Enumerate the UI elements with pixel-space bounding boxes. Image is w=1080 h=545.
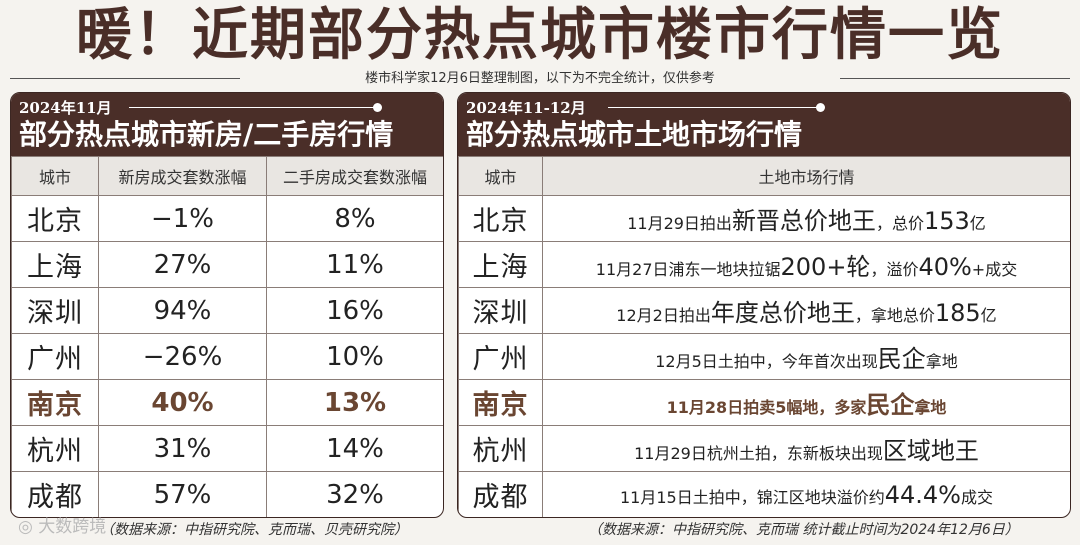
- city-cell: 杭州: [11, 425, 99, 472]
- subtitle-rule-right: [840, 78, 1070, 79]
- panel-date: 2024年11月: [19, 99, 112, 117]
- table-row: 成都 57% 32%: [11, 471, 443, 517]
- city-cell: 广州: [458, 333, 543, 380]
- new-secondhand-panel: 2024年11月 部分热点城市新房/二手房行情 城市 新房成交套数涨幅 二手房成…: [10, 92, 444, 518]
- table-row: 深圳 12月2日拍出年度总价地王，拿地总价185亿: [458, 287, 1070, 334]
- second-home-change: 32%: [266, 471, 443, 517]
- subtitle-rule-left: [10, 78, 240, 79]
- header-dot: [816, 103, 825, 112]
- second-home-change: 8%: [266, 195, 443, 242]
- city-cell: 深圳: [11, 287, 99, 334]
- land-description: 11月27日浦东一地块拉锯200+轮，溢价40%+成交: [542, 241, 1070, 288]
- land-market-panel: 2024年11-12月 部分热点城市土地市场行情 城市 土地市场行情 北京 11…: [457, 92, 1071, 518]
- new-home-change: −1%: [98, 195, 267, 242]
- second-home-change: 13%: [266, 379, 443, 426]
- new-home-change: 57%: [98, 471, 267, 517]
- col-header-new: 新房成交套数涨幅: [98, 156, 267, 196]
- table-row-highlighted: 南京 11月28日拍卖5幅地，多家民企拿地: [458, 379, 1070, 426]
- subtitle-bar: 楼市科学家12月6日整理制图，以下为不完全统计，仅供参考: [10, 70, 1070, 88]
- table-row: 深圳 94% 16%: [11, 287, 443, 334]
- city-cell: 上海: [458, 241, 543, 288]
- second-home-change: 10%: [266, 333, 443, 380]
- land-description: 11月29日杭州土拍，东新板块出现区域地王: [542, 425, 1070, 472]
- second-home-change: 16%: [266, 287, 443, 334]
- new-home-change: 40%: [98, 379, 267, 426]
- col-header-land: 土地市场行情: [542, 156, 1070, 196]
- table-row: 上海 27% 11%: [11, 241, 443, 288]
- page-title: 暖！近期部分热点城市楼市行情一览: [76, 2, 1004, 68]
- table-row: 杭州 31% 14%: [11, 425, 443, 472]
- table-row: 北京 11月29日拍出新晋总价地王，总价153亿: [458, 195, 1070, 242]
- new-home-change: −26%: [98, 333, 267, 380]
- housing-table: 城市 新房成交套数涨幅 二手房成交套数涨幅 北京 −1% 8% 上海 27% 1…: [11, 156, 443, 517]
- col-header-second: 二手房成交套数涨幅: [266, 156, 443, 196]
- city-cell: 北京: [458, 195, 543, 242]
- city-cell: 上海: [11, 241, 99, 288]
- watermark: ◎ 大数跨境: [18, 517, 107, 537]
- panel-header: 2024年11月 部分热点城市新房/二手房行情: [11, 93, 443, 156]
- second-home-change: 14%: [266, 425, 443, 472]
- panel-title: 部分热点城市新房/二手房行情: [19, 118, 394, 151]
- land-description: 12月2日拍出年度总价地王，拿地总价185亿: [542, 287, 1070, 334]
- city-cell: 北京: [11, 195, 99, 242]
- header-rule: [608, 107, 818, 108]
- header-dot: [373, 103, 382, 112]
- city-cell: 杭州: [458, 425, 543, 472]
- city-cell: 成都: [458, 471, 543, 517]
- weibo-logo-icon: ◎: [18, 517, 39, 537]
- city-cell: 广州: [11, 333, 99, 380]
- new-home-change: 27%: [98, 241, 267, 288]
- city-cell: 深圳: [458, 287, 543, 334]
- new-home-change: 94%: [98, 287, 267, 334]
- table-row: 成都 11月15日土拍中，锦江区地块溢价约44.4%成交: [458, 471, 1070, 517]
- land-table: 城市 土地市场行情 北京 11月29日拍出新晋总价地王，总价153亿 上海 11…: [458, 156, 1070, 517]
- new-home-change: 31%: [98, 425, 267, 472]
- table-row: 广州 −26% 10%: [11, 333, 443, 380]
- left-source-note: （数据来源：中指研究院、克而瑞、贝壳研究院）: [100, 522, 408, 538]
- table-row-highlighted: 南京 40% 13%: [11, 379, 443, 426]
- table-row: 杭州 11月29日杭州土拍，东新板块出现区域地王: [458, 425, 1070, 472]
- subtitle: 楼市科学家12月6日整理制图，以下为不完全统计，仅供参考: [359, 71, 721, 86]
- land-description: 11月15日土拍中，锦江区地块溢价约44.4%成交: [542, 471, 1070, 517]
- panel-header: 2024年11-12月 部分热点城市土地市场行情: [458, 93, 1070, 156]
- col-header-city: 城市: [458, 156, 543, 196]
- table-row: 上海 11月27日浦东一地块拉锯200+轮，溢价40%+成交: [458, 241, 1070, 288]
- city-cell: 南京: [458, 379, 543, 426]
- header-rule: [129, 107, 374, 108]
- second-home-change: 11%: [266, 241, 443, 288]
- right-source-note: （数据来源：中指研究院、克而瑞 统计截止时间为2024年12月6日）: [588, 522, 1019, 538]
- city-cell: 南京: [11, 379, 99, 426]
- land-description: 12月5日土拍中，今年首次出现民企拿地: [542, 333, 1070, 380]
- land-description: 11月28日拍卖5幅地，多家民企拿地: [542, 379, 1070, 426]
- panel-title: 部分热点城市土地市场行情: [466, 118, 803, 151]
- table-row: 北京 −1% 8%: [11, 195, 443, 242]
- col-header-city: 城市: [11, 156, 99, 196]
- land-description: 11月29日拍出新晋总价地王，总价153亿: [542, 195, 1070, 242]
- panel-date: 2024年11-12月: [466, 99, 586, 117]
- table-row: 广州 12月5日土拍中，今年首次出现民企拿地: [458, 333, 1070, 380]
- city-cell: 成都: [11, 471, 99, 517]
